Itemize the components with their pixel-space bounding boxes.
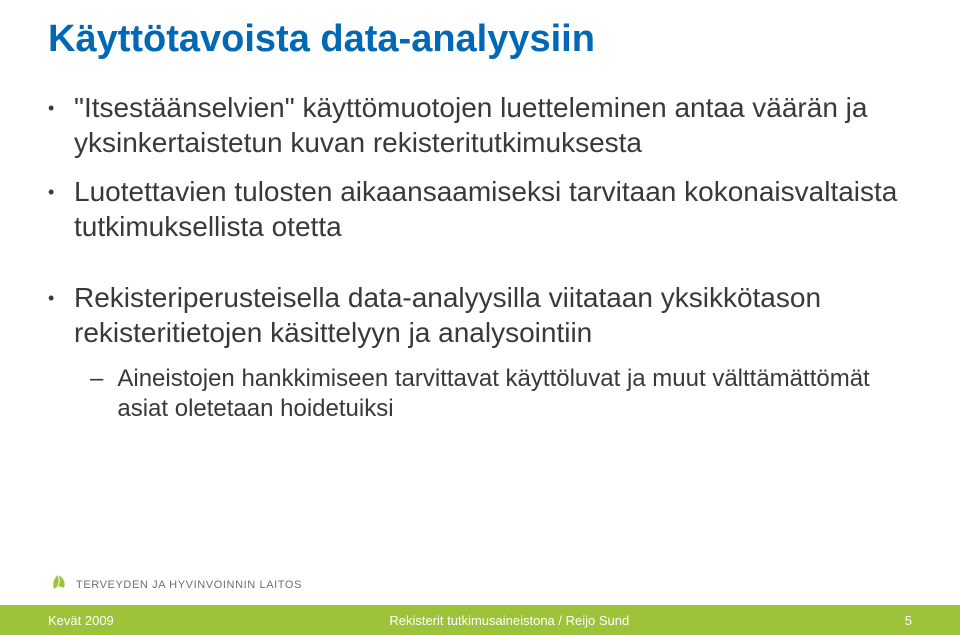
footer-bar: Kevät 2009 Rekisterit tutkimusaineistona… bbox=[0, 605, 960, 635]
dash-icon: – bbox=[90, 364, 103, 394]
slide-title: Käyttötavoista data-analyysiin bbox=[48, 18, 595, 61]
bullet-dot-icon bbox=[48, 105, 56, 108]
bullet-item: Luotettavien tulosten aikaansaamiseksi t… bbox=[48, 174, 900, 244]
bullet-text: Rekisteriperusteisella data-analyysilla … bbox=[74, 280, 900, 350]
slide-footer: TERVEYDEN JA HYVINVOINNIN LAITOS Kevät 2… bbox=[0, 553, 960, 635]
slide-body: "Itsestäänselvien" käyttömuotojen luette… bbox=[48, 90, 900, 424]
bullet-text: "Itsestäänselvien" käyttömuotojen luette… bbox=[74, 90, 900, 160]
bullet-text: Luotettavien tulosten aikaansaamiseksi t… bbox=[74, 174, 900, 244]
bullet-item: "Itsestäänselvien" käyttömuotojen luette… bbox=[48, 90, 900, 160]
sub-bullet-item: – Aineistojen hankkimiseen tarvittavat k… bbox=[90, 364, 900, 424]
slide: Käyttötavoista data-analyysiin "Itsestää… bbox=[0, 0, 960, 635]
sub-bullet-text: Aineistojen hankkimiseen tarvittavat käy… bbox=[117, 364, 900, 424]
bullet-dot-icon bbox=[48, 295, 56, 298]
page-number: 5 bbox=[905, 613, 912, 628]
footer-date: Kevät 2009 bbox=[48, 613, 114, 628]
leaf-logo-icon bbox=[48, 573, 68, 593]
organization-label: TERVEYDEN JA HYVINVOINNIN LAITOS bbox=[76, 579, 302, 591]
spacer bbox=[48, 258, 900, 280]
footer-subtitle: Rekisterit tutkimusaineistona / Reijo Su… bbox=[114, 613, 905, 628]
bullet-dot-icon bbox=[48, 189, 56, 192]
bullet-item: Rekisteriperusteisella data-analyysilla … bbox=[48, 280, 900, 350]
